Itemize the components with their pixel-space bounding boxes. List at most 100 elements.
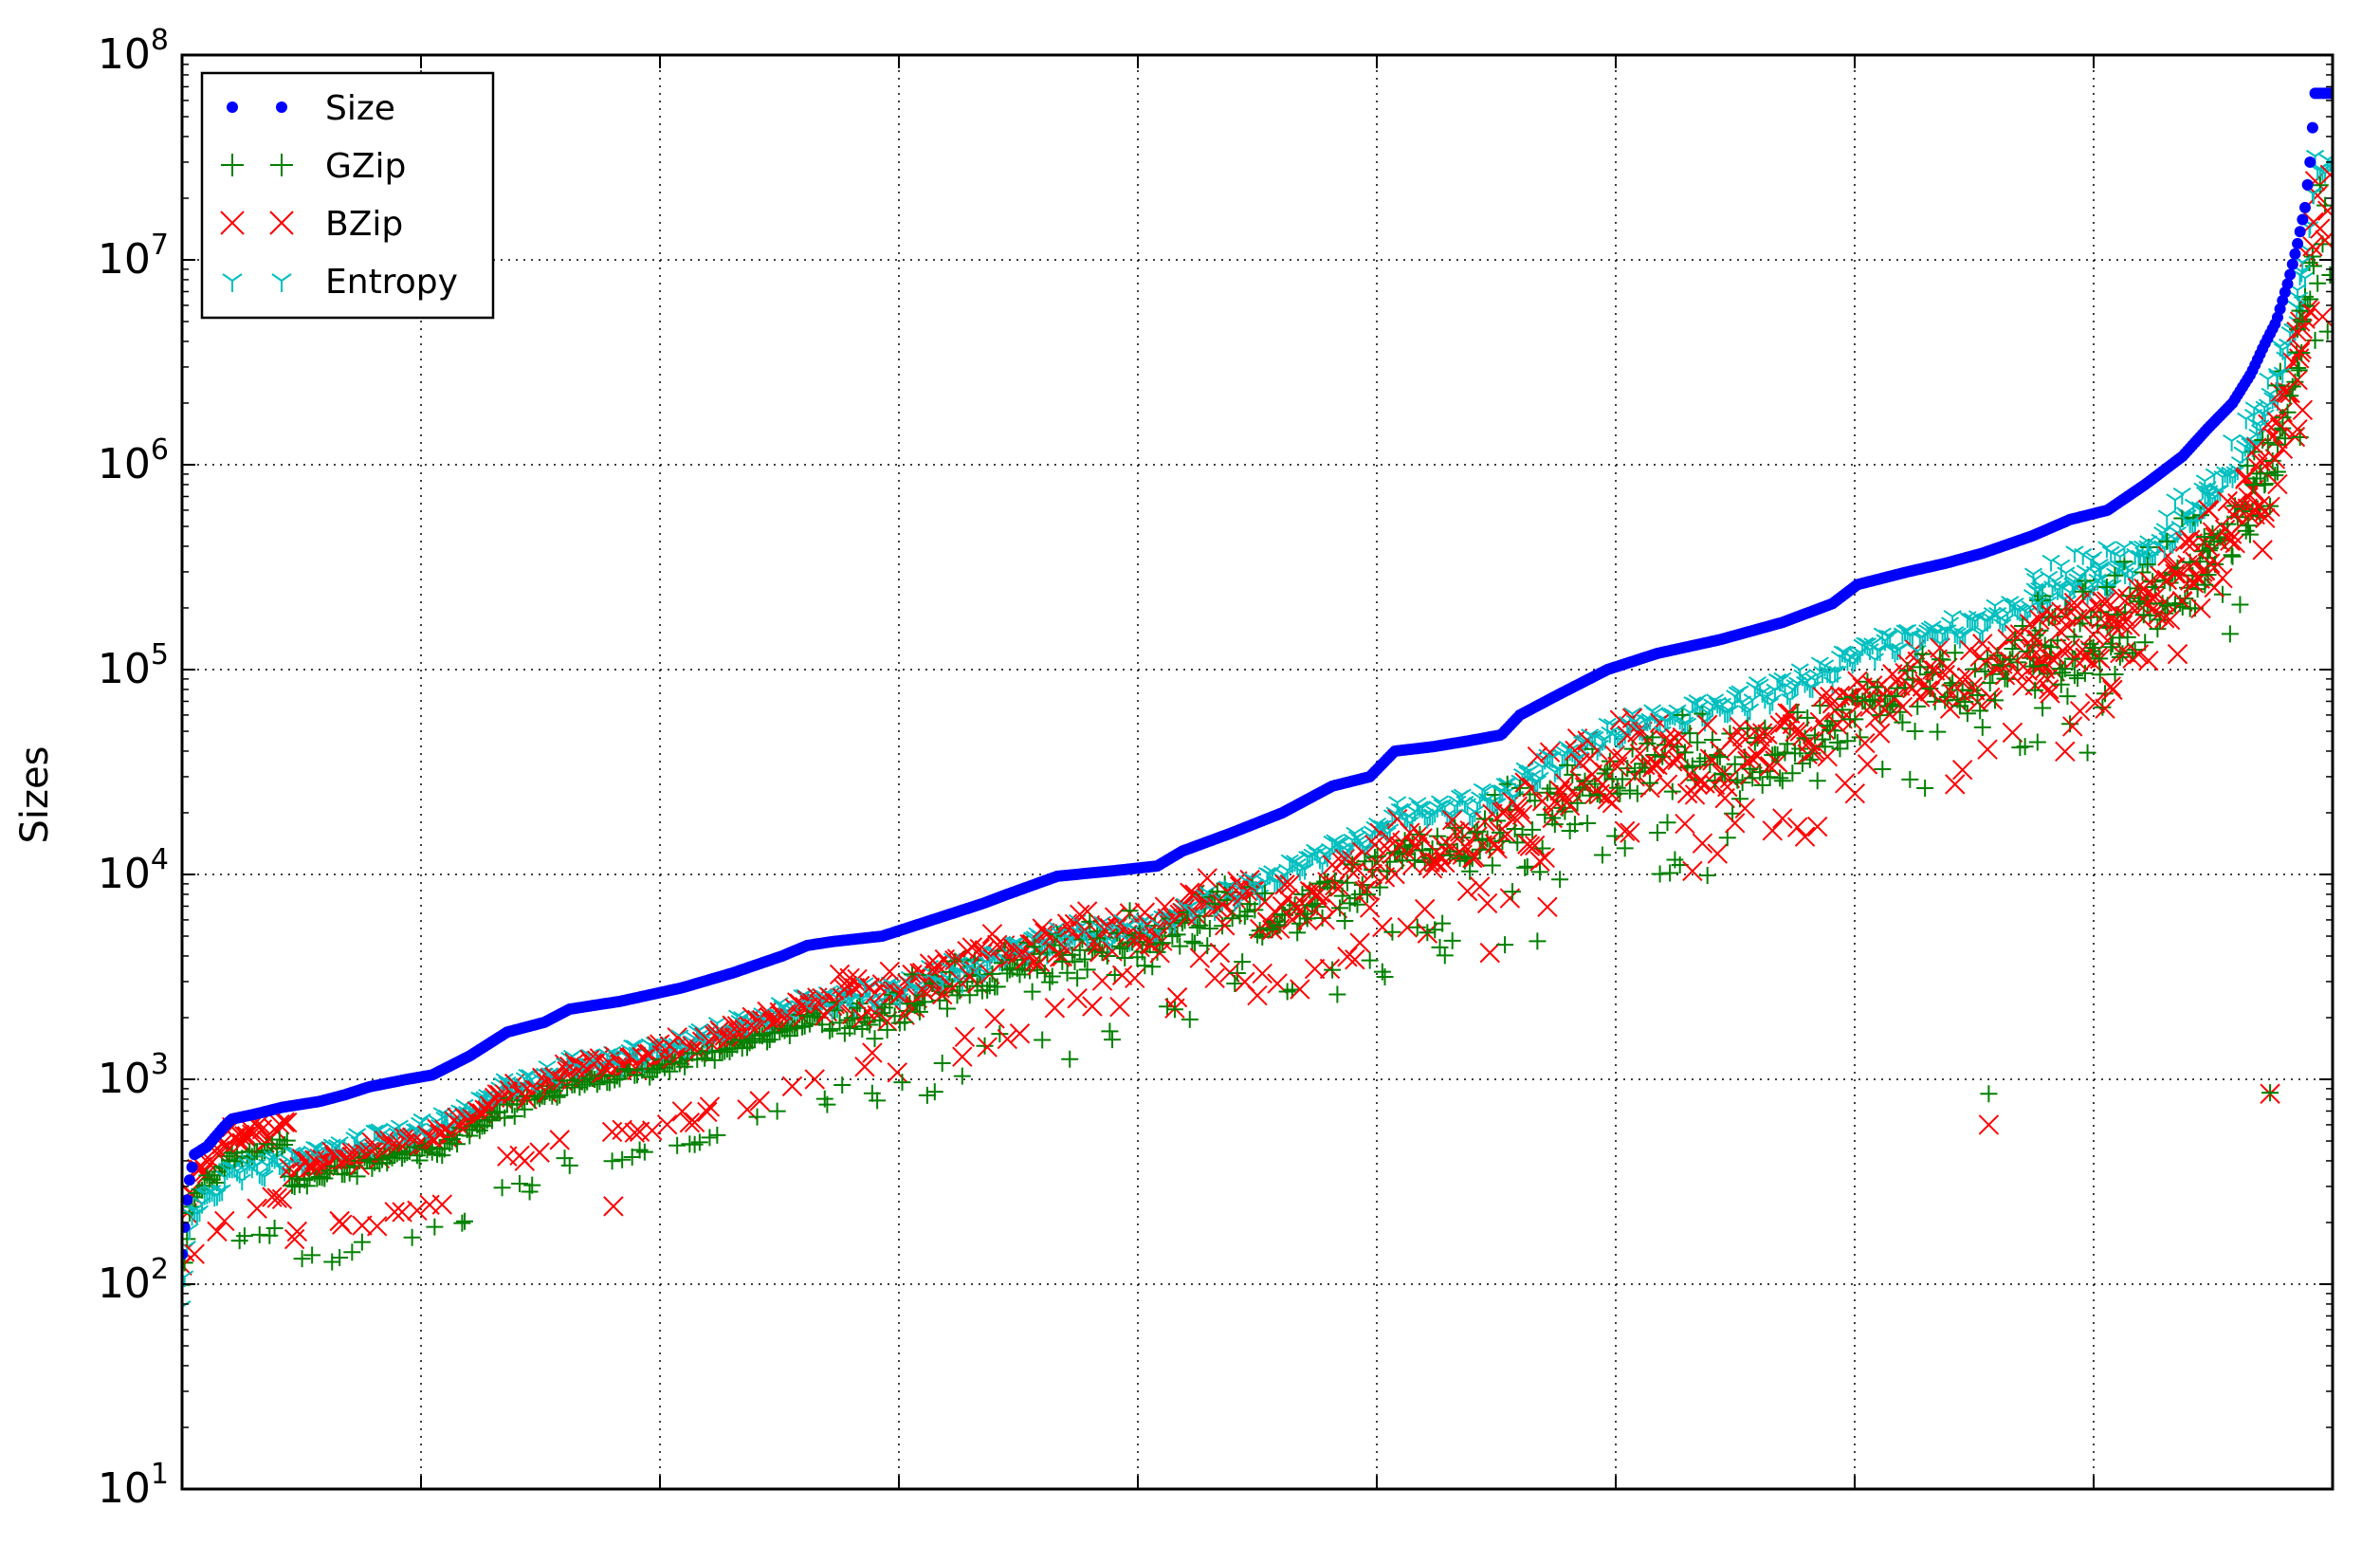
gzip-point xyxy=(2052,675,2070,693)
bzip-point xyxy=(1977,739,1998,760)
entropy-point xyxy=(2052,559,2071,577)
gzip-point xyxy=(1058,964,1076,982)
gzip-point xyxy=(2181,599,2199,617)
bzip-point xyxy=(1539,742,1561,763)
gzip-point xyxy=(953,1067,971,1085)
bzip-point xyxy=(1484,834,1506,855)
bzip-point xyxy=(266,1187,287,1208)
bzip-point xyxy=(2255,507,2276,529)
entropy-point xyxy=(2064,580,2084,598)
gzip-point xyxy=(2054,664,2072,682)
entropy-point xyxy=(2205,468,2224,486)
bzip-point xyxy=(997,1028,1017,1050)
gzip-point xyxy=(1110,937,1128,955)
gzip-point xyxy=(278,1131,296,1150)
gzip-point xyxy=(1496,936,1514,954)
bzip-point xyxy=(1174,898,1196,920)
gzip-point xyxy=(511,1174,529,1192)
bzip-point xyxy=(2114,605,2135,627)
legend-label: BZip xyxy=(325,205,403,244)
gzip-point xyxy=(2026,681,2044,699)
gzip-point xyxy=(1000,961,1018,979)
gzip-point xyxy=(276,1135,294,1153)
bzip-point xyxy=(2267,473,2288,495)
gzip-point xyxy=(1971,702,1989,720)
bzip-point xyxy=(969,938,990,960)
entropy-point xyxy=(212,1184,231,1202)
gzip-point xyxy=(1293,885,1311,903)
gzip-point xyxy=(961,986,979,1004)
bzip-point xyxy=(839,967,860,989)
gzip-point xyxy=(2028,733,2046,751)
gzip-point xyxy=(2091,650,2109,668)
legend: Size GZip BZip Entropy xyxy=(200,71,495,320)
bzip-point xyxy=(1364,835,1385,855)
bzip-point xyxy=(2052,640,2073,661)
bzip-point xyxy=(1067,988,1088,1009)
gzip-point xyxy=(1883,695,1901,713)
gzip-point xyxy=(1724,804,1742,822)
gzip-point xyxy=(1035,964,1053,982)
gzip-point xyxy=(2091,666,2109,684)
entropy-point xyxy=(2244,408,2263,426)
bzip-point xyxy=(1519,836,1541,856)
gzip-point xyxy=(2291,302,2309,320)
bzip-point xyxy=(1719,767,1741,789)
entropy-point xyxy=(1828,665,1847,683)
gzip-point xyxy=(1181,1010,1199,1028)
gzip-point xyxy=(1529,932,1547,950)
gzip-point xyxy=(1408,918,1426,936)
gzip-point xyxy=(1784,764,1802,782)
gzip-point xyxy=(2200,542,2218,560)
bzip-point xyxy=(2154,591,2176,613)
gzip-point xyxy=(1911,658,1929,676)
gzip-point xyxy=(1226,974,1244,992)
gzip-point xyxy=(2149,620,2167,638)
gzip-point xyxy=(2289,359,2307,377)
bzip-point xyxy=(2272,438,2294,459)
bzip-point xyxy=(1534,847,1555,869)
gzip-point xyxy=(1689,733,1707,751)
gzip-point xyxy=(2134,606,2152,624)
bzip-point xyxy=(1864,708,1886,728)
gzip-point xyxy=(1489,812,1507,830)
bzip-point xyxy=(1664,727,1686,749)
bzip-point xyxy=(431,1194,452,1215)
bzip-point xyxy=(1166,986,1188,1008)
gzip-point xyxy=(1881,697,1899,715)
gzip-point xyxy=(2008,653,2026,671)
bzip-point xyxy=(862,1042,883,1063)
bzip-point xyxy=(1837,688,1858,708)
bzip-point xyxy=(2023,627,2044,648)
bzip-point xyxy=(1345,949,1365,970)
bzip-point xyxy=(2236,467,2257,487)
entropy-point xyxy=(2090,558,2109,576)
bzip-point xyxy=(384,1202,405,1223)
gzip-point xyxy=(1066,952,1084,970)
bzip-point xyxy=(366,1216,388,1237)
size-point xyxy=(2284,268,2297,281)
gzip-point xyxy=(1443,931,1461,949)
bzip-point xyxy=(737,1099,758,1120)
size-point xyxy=(2306,121,2318,134)
bzip-point xyxy=(1820,686,1840,708)
bzip-point xyxy=(2089,598,2110,620)
bzip-point xyxy=(1400,822,1420,843)
entropy-point xyxy=(2065,545,2084,563)
bzip-point xyxy=(1794,826,1816,847)
bzip-point xyxy=(1917,680,1938,701)
gzip-point xyxy=(548,1088,566,1106)
gzip-point xyxy=(943,978,961,996)
gzip-point xyxy=(979,982,997,1000)
bzip-point xyxy=(2319,164,2333,186)
size-point xyxy=(2292,237,2304,249)
gzip-point xyxy=(505,1107,523,1125)
gzip-point xyxy=(1236,908,1254,926)
bzip-point xyxy=(1609,709,1631,730)
gzip-point xyxy=(1661,864,1679,882)
gzip-point xyxy=(708,1126,726,1144)
gzip-point xyxy=(523,1176,541,1194)
gzip-point xyxy=(1663,782,1681,800)
gzip-point xyxy=(1903,671,1921,689)
gzip-point xyxy=(1999,670,2017,688)
